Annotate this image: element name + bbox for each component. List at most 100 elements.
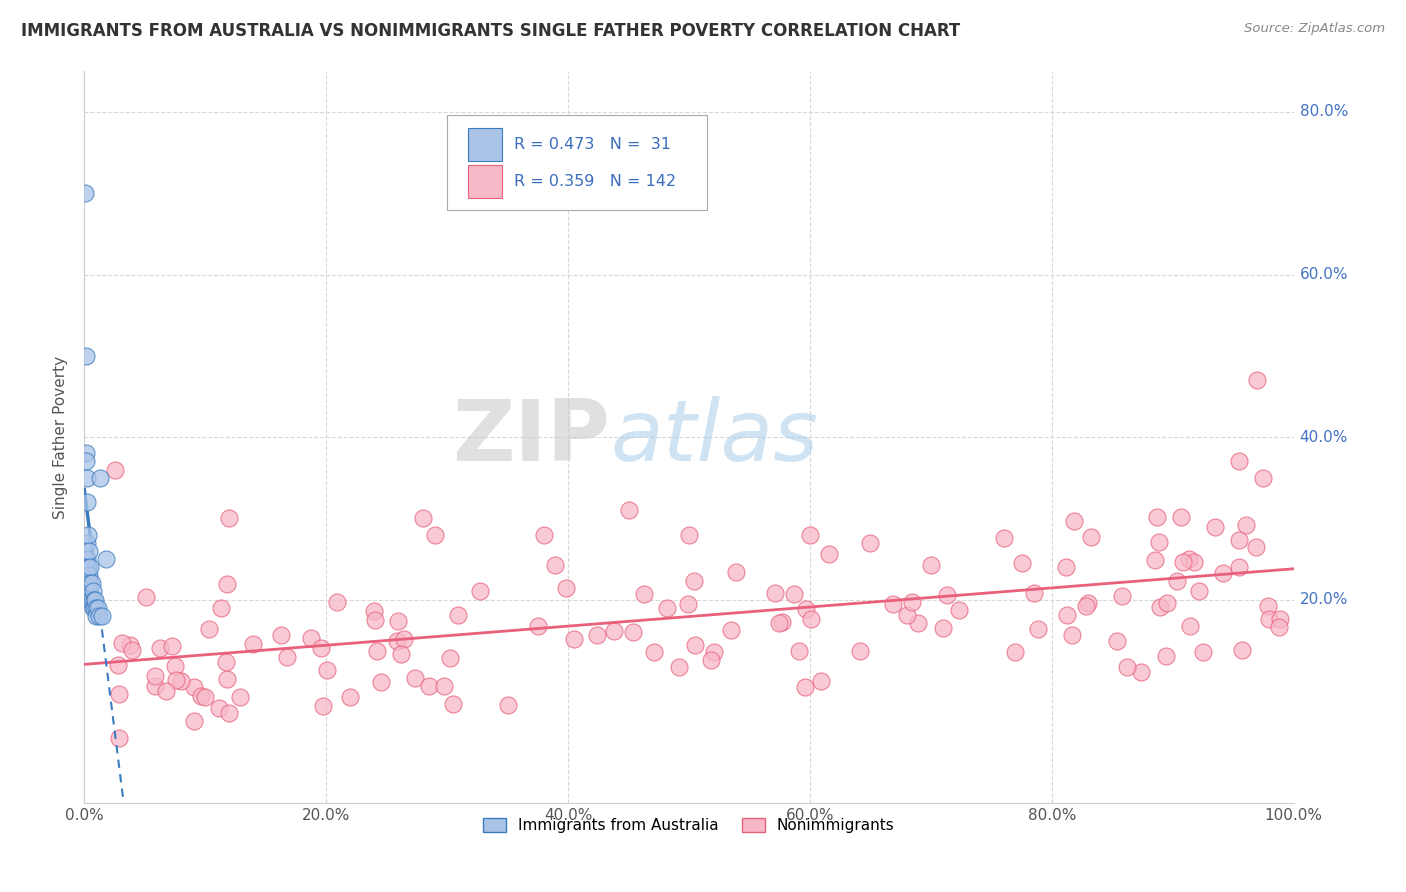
Point	[948, 603, 970, 617]
Point	[1204, 520, 1226, 534]
Point	[1154, 648, 1177, 663]
Point	[75, 186, 97, 201]
Text: Source: ZipAtlas.com: Source: ZipAtlas.com	[1244, 22, 1385, 36]
Point	[94, 552, 117, 566]
Point	[104, 462, 127, 476]
Point	[920, 558, 942, 572]
Point	[412, 511, 434, 525]
Point	[1054, 560, 1077, 574]
Point	[183, 680, 205, 694]
Point	[120, 638, 142, 652]
Point	[1149, 599, 1171, 614]
Point	[1182, 555, 1205, 569]
Point	[1234, 518, 1257, 533]
Point	[76, 535, 98, 549]
Point	[1227, 560, 1250, 574]
Text: R = 0.359   N = 142: R = 0.359 N = 142	[513, 174, 676, 188]
Point	[439, 651, 461, 665]
Point	[326, 595, 349, 609]
Point	[1170, 509, 1192, 524]
Point	[935, 588, 957, 602]
Point	[1191, 645, 1213, 659]
Point	[1253, 471, 1275, 485]
Point	[387, 614, 409, 628]
Point	[76, 495, 98, 509]
Point	[849, 643, 872, 657]
Point	[86, 608, 108, 623]
Point	[229, 690, 252, 704]
Point	[1107, 634, 1129, 648]
Point	[194, 690, 217, 705]
Point	[1080, 530, 1102, 544]
Text: IMMIGRANTS FROM AUSTRALIA VS NONIMMIGRANTS SINGLE FATHER POVERTY CORRELATION CHA: IMMIGRANTS FROM AUSTRALIA VS NONIMMIGRAN…	[21, 22, 960, 40]
Text: 20.0%: 20.0%	[1299, 592, 1348, 607]
Point	[316, 664, 339, 678]
Point	[218, 511, 240, 525]
Point	[121, 642, 143, 657]
Point	[418, 679, 440, 693]
Point	[183, 714, 205, 729]
Point	[276, 649, 298, 664]
Point	[1244, 540, 1267, 554]
Point	[389, 648, 412, 662]
Point	[76, 552, 98, 566]
Point	[309, 640, 332, 655]
Point	[143, 679, 166, 693]
Point	[370, 674, 392, 689]
Point	[533, 527, 555, 541]
Point	[108, 731, 131, 745]
Point	[468, 583, 491, 598]
Point	[218, 706, 240, 721]
Point	[83, 592, 105, 607]
Y-axis label: Single Father Poverty: Single Father Poverty	[53, 356, 69, 518]
Point	[75, 446, 97, 460]
Point	[76, 471, 98, 485]
Point	[564, 632, 586, 646]
Point	[190, 690, 212, 704]
Point	[1130, 665, 1153, 680]
Point	[155, 684, 177, 698]
Point	[160, 640, 183, 654]
Point	[433, 679, 456, 693]
Point	[1258, 612, 1281, 626]
Point	[1173, 555, 1195, 569]
Point	[1011, 556, 1033, 570]
Point	[87, 608, 110, 623]
Point	[1146, 510, 1168, 524]
Point	[270, 628, 292, 642]
Point	[1076, 599, 1098, 614]
Point	[1060, 628, 1083, 642]
Point	[783, 587, 806, 601]
Point	[772, 615, 794, 629]
Point	[603, 624, 626, 638]
Point	[725, 566, 748, 580]
Point	[366, 644, 388, 658]
Point	[80, 592, 103, 607]
Point	[555, 581, 578, 595]
Point	[165, 673, 187, 687]
Point	[79, 560, 101, 574]
Point	[91, 608, 114, 623]
Point	[896, 607, 918, 622]
Point	[1063, 514, 1085, 528]
Point	[794, 602, 817, 616]
Point	[339, 690, 361, 705]
Point	[107, 658, 129, 673]
Point	[496, 698, 519, 713]
Point	[84, 592, 107, 607]
Point	[683, 638, 706, 652]
Point	[683, 574, 706, 588]
Point	[77, 576, 100, 591]
Point	[163, 659, 186, 673]
Point	[668, 659, 690, 673]
Point	[77, 584, 100, 599]
Point	[859, 535, 882, 549]
FancyBboxPatch shape	[447, 115, 707, 211]
Point	[1232, 643, 1254, 657]
Point	[107, 687, 129, 701]
Point	[800, 612, 823, 626]
Text: 40.0%: 40.0%	[1299, 430, 1348, 444]
Point	[79, 592, 101, 607]
Point	[149, 641, 172, 656]
Point	[799, 527, 821, 541]
